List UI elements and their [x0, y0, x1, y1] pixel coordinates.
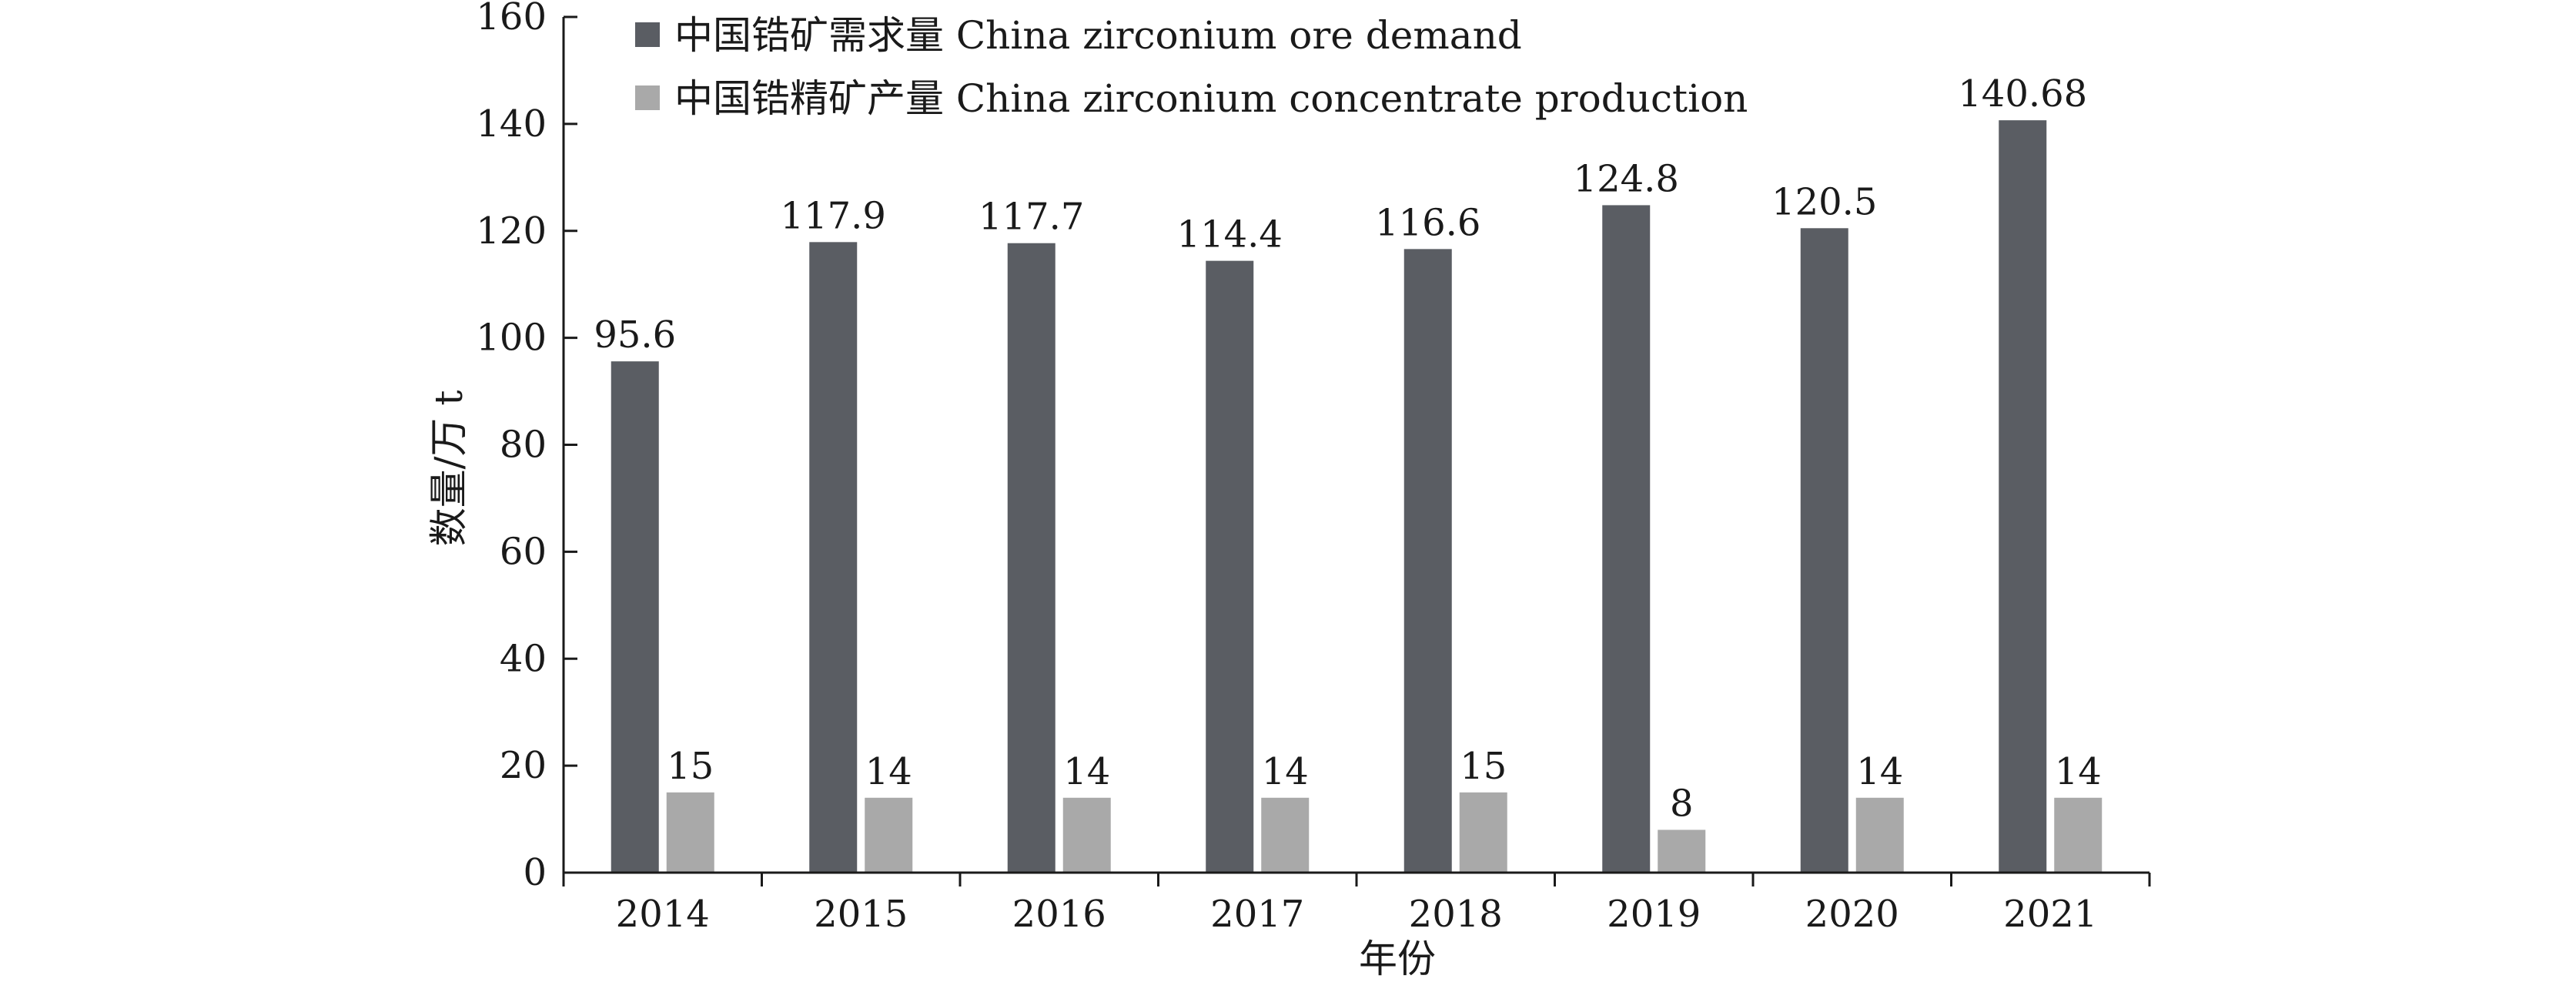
legend-swatch-demand	[635, 22, 660, 47]
x-tick-label-2019: 2019	[1607, 893, 1701, 936]
x-tick-label-2018: 2018	[1409, 893, 1503, 936]
data-label-production-2021: 14	[2055, 750, 2102, 793]
bar-demand-2019	[1602, 205, 1651, 873]
x-axis-title: 年份	[1359, 937, 1436, 981]
bar-production-2020	[1855, 797, 1904, 873]
data-label-demand-2014: 95.6	[594, 313, 676, 357]
y-tick-label-0: 0	[523, 851, 547, 894]
legend: 中国锆矿需求量 China zirconium ore demand 中国锆精矿…	[635, 13, 1748, 121]
x-tick-label-2021: 2021	[2003, 893, 2097, 936]
x-tick-label-2015: 2015	[814, 893, 908, 936]
y-tick-label-100: 100	[476, 317, 547, 360]
data-label-demand-2020: 120.5	[1771, 180, 1877, 223]
data-labels-layer: 95.6 15 117.9 14 117.7 14 114.4 14 116.6 15 124.8 8…	[594, 72, 2101, 825]
bar-production-2021	[2054, 797, 2103, 873]
bar-production-2014	[666, 792, 714, 873]
x-axis-ticks: 2014 2015 2016 2017 2018 2019 2020 2021	[562, 873, 2151, 936]
x-tick-label-2014: 2014	[616, 893, 710, 936]
legend-label-production: 中国锆精矿产量 China zirconium concentrate prod…	[674, 76, 1748, 121]
bar-demand-2014	[611, 361, 659, 873]
bar-demand-2020	[1800, 228, 1848, 873]
bar-production-2015	[865, 797, 913, 873]
data-label-production-2017: 14	[1262, 750, 1309, 793]
x-tick-label-2017: 2017	[1210, 893, 1304, 936]
data-label-production-2020: 14	[1856, 750, 1903, 793]
data-label-demand-2017: 114.4	[1177, 213, 1283, 256]
data-label-production-2016: 14	[1063, 750, 1110, 793]
y-tick-label-60: 60	[500, 530, 547, 573]
bar-demand-2016	[1007, 243, 1055, 873]
data-label-production-2018: 15	[1460, 745, 1507, 788]
y-axis-title: 数量/万 t	[427, 390, 471, 547]
data-label-production-2019: 8	[1670, 782, 1694, 825]
y-axis-ticks: 0 20 40 60 80 100 120 140 160	[476, 0, 577, 894]
data-label-demand-2019: 124.8	[1574, 157, 1679, 200]
y-tick-label-120: 120	[476, 209, 547, 253]
bar-production-2018	[1459, 792, 1507, 873]
x-tick-label-2016: 2016	[1012, 893, 1106, 936]
data-label-demand-2016: 117.7	[979, 196, 1084, 239]
bar-demand-2015	[809, 242, 858, 873]
y-tick-label-80: 80	[500, 424, 547, 467]
bar-production-2019	[1658, 830, 1706, 873]
bar-demand-2018	[1403, 249, 1452, 873]
data-label-production-2014: 15	[667, 745, 714, 788]
legend-swatch-production	[635, 85, 660, 110]
bar-demand-2017	[1206, 260, 1254, 873]
y-tick-label-20: 20	[500, 744, 547, 787]
y-tick-label-160: 160	[476, 0, 547, 39]
x-tick-label-2020: 2020	[1805, 893, 1899, 936]
bar-production-2017	[1261, 797, 1310, 873]
y-tick-label-140: 140	[476, 102, 547, 146]
y-tick-label-40: 40	[500, 637, 547, 680]
legend-label-demand: 中国锆矿需求量 China zirconium ore demand	[674, 13, 1522, 58]
data-label-production-2015: 14	[865, 750, 912, 793]
bar-production-2016	[1062, 797, 1111, 873]
data-label-demand-2015: 117.9	[781, 194, 886, 237]
bar-demand-2021	[1999, 120, 2047, 873]
bars-layer	[611, 120, 2103, 873]
data-label-demand-2018: 116.6	[1375, 201, 1480, 244]
data-label-demand-2021: 140.68	[1958, 72, 2087, 116]
